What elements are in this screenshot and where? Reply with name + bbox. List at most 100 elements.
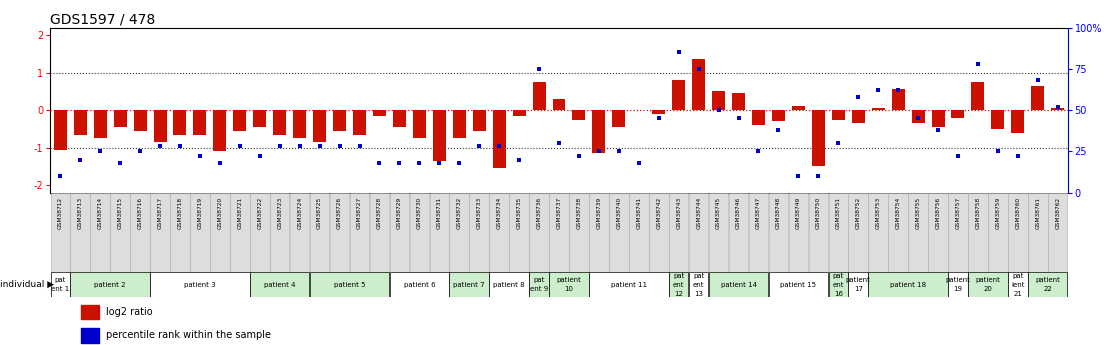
Bar (672, 80, 685, 110)
Bar (931, 110, 945, 127)
Bar (569, 194, 589, 272)
Bar (413, 110, 426, 138)
Bar (769, 272, 828, 297)
Bar (273, 110, 286, 135)
Text: GSM38756: GSM38756 (936, 197, 940, 229)
Text: GSM38724: GSM38724 (297, 197, 302, 229)
Bar (170, 194, 190, 272)
Bar (1008, 194, 1027, 272)
Bar (951, 110, 965, 118)
Bar (80, 305, 100, 319)
Bar (250, 194, 269, 272)
Bar (453, 110, 466, 138)
Text: GSM38748: GSM38748 (776, 197, 781, 229)
Bar (353, 110, 366, 135)
Bar (214, 110, 226, 151)
Bar (409, 194, 429, 272)
Bar (992, 110, 1004, 129)
Bar (269, 194, 290, 272)
Bar (513, 110, 525, 116)
Bar (310, 194, 330, 272)
Bar (552, 99, 566, 110)
Bar (74, 110, 87, 135)
Bar (390, 272, 449, 297)
Bar (1027, 194, 1048, 272)
Bar (869, 272, 948, 297)
Bar (173, 110, 187, 135)
Text: 16: 16 (834, 291, 843, 297)
Bar (613, 110, 625, 127)
Bar (692, 59, 705, 110)
Text: pat: pat (673, 273, 684, 278)
Text: GSM38723: GSM38723 (277, 197, 282, 229)
Bar (749, 194, 768, 272)
Bar (629, 194, 648, 272)
Bar (234, 110, 246, 131)
Bar (114, 110, 126, 127)
Bar (131, 194, 150, 272)
Bar (293, 110, 306, 138)
Bar (254, 110, 266, 127)
Text: GSM38721: GSM38721 (237, 197, 243, 229)
Text: patient: patient (846, 277, 871, 283)
Text: pat: pat (533, 277, 544, 283)
Text: patient 18: patient 18 (890, 282, 926, 288)
Text: pat: pat (833, 273, 844, 278)
Bar (869, 194, 888, 272)
Text: pat: pat (693, 273, 704, 278)
Text: log2 ratio: log2 ratio (106, 307, 153, 317)
Bar (70, 272, 150, 297)
Text: patient 2: patient 2 (94, 282, 126, 288)
Text: patient 14: patient 14 (720, 282, 757, 288)
Bar (390, 194, 409, 272)
Text: GSM38730: GSM38730 (417, 197, 421, 229)
Bar (652, 110, 665, 114)
Bar (812, 110, 825, 166)
Text: GSM38718: GSM38718 (178, 197, 182, 229)
Bar (50, 272, 70, 297)
Bar (808, 194, 828, 272)
Bar (828, 194, 849, 272)
Bar (1008, 272, 1027, 297)
Bar (752, 110, 765, 125)
Bar (928, 194, 948, 272)
Text: GSM38729: GSM38729 (397, 197, 401, 229)
Bar (449, 194, 470, 272)
Text: GSM38738: GSM38738 (577, 197, 581, 229)
Bar (330, 194, 349, 272)
Text: 20: 20 (984, 286, 993, 292)
Text: GSM38742: GSM38742 (656, 197, 661, 229)
Text: GSM38725: GSM38725 (318, 197, 322, 229)
Bar (193, 110, 207, 135)
Bar (828, 272, 849, 297)
Bar (490, 194, 509, 272)
Text: GSM38717: GSM38717 (158, 197, 162, 229)
Text: pat: pat (55, 277, 66, 283)
Bar (1031, 86, 1044, 110)
Text: 22: 22 (1043, 286, 1052, 292)
Text: GSM38754: GSM38754 (896, 197, 901, 229)
Bar (153, 110, 167, 142)
Text: patient 8: patient 8 (493, 282, 525, 288)
Text: GSM38747: GSM38747 (756, 197, 761, 229)
Bar (490, 272, 529, 297)
Bar (150, 194, 170, 272)
Text: GSM38740: GSM38740 (616, 197, 622, 229)
Text: GSM38760: GSM38760 (1015, 197, 1021, 229)
Text: patient 15: patient 15 (780, 282, 816, 288)
Bar (449, 272, 489, 297)
Text: ent 1: ent 1 (51, 286, 69, 292)
Text: GSM38755: GSM38755 (916, 197, 920, 229)
Bar (729, 194, 748, 272)
Bar (792, 106, 805, 110)
Text: ent: ent (833, 282, 844, 288)
Bar (549, 194, 569, 272)
Text: individual ▶: individual ▶ (0, 280, 54, 289)
Text: GSM38753: GSM38753 (875, 197, 881, 229)
Text: GSM38720: GSM38720 (217, 197, 222, 229)
Bar (769, 194, 788, 272)
Text: 13: 13 (694, 291, 703, 297)
Text: GSM38761: GSM38761 (1035, 197, 1040, 229)
Bar (392, 110, 406, 127)
Bar (872, 108, 884, 110)
